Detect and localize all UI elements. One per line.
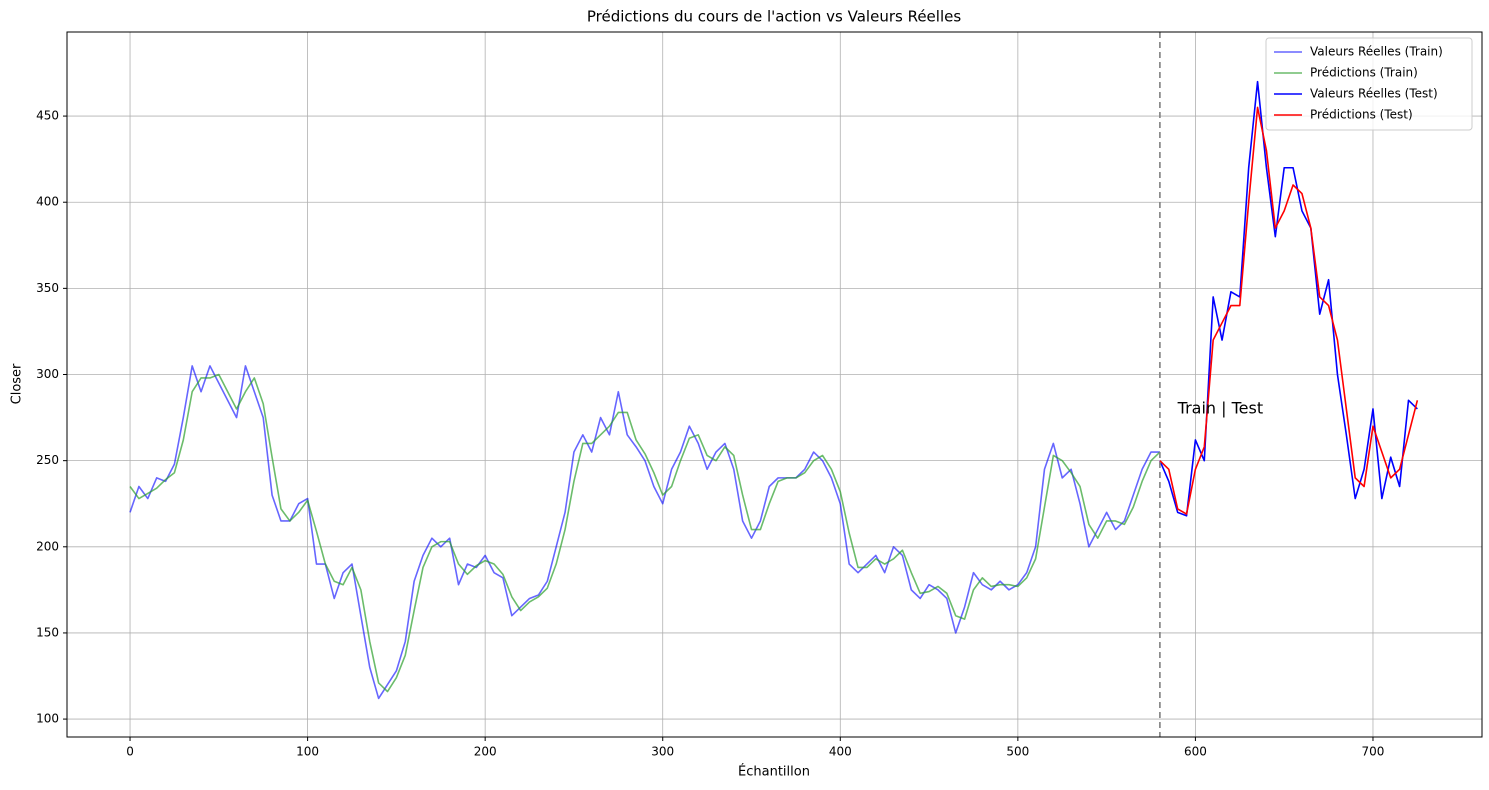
- legend-box: [1265, 37, 1473, 131]
- y-tick-label: 100: [36, 712, 59, 726]
- y-tick-label: 200: [36, 539, 59, 553]
- x-tick-label: 100: [296, 745, 319, 759]
- y-tick-label: 250: [36, 453, 59, 467]
- x-tick-label: 200: [474, 745, 497, 759]
- chart-title: Prédictions du cours de l'action vs Vale…: [587, 8, 961, 26]
- x-axis-label: Échantillon: [738, 764, 810, 780]
- y-tick-label: 300: [36, 367, 59, 381]
- x-tick-label: 0: [126, 745, 134, 759]
- y-tick-label: 150: [36, 625, 59, 639]
- y-axis-label: Closer: [10, 363, 25, 404]
- series-line: [129, 373, 1161, 693]
- series-line: [1159, 106, 1419, 515]
- x-tick-label: 600: [1184, 745, 1207, 759]
- annotation: Train | Test: [1177, 398, 1263, 417]
- series-line: [129, 365, 1160, 700]
- legend-label: Prédictions (Train): [1310, 66, 1418, 80]
- legend-label: Valeurs Réelles (Train): [1310, 45, 1443, 59]
- legend-label: Valeurs Réelles (Test): [1310, 87, 1438, 101]
- x-tick-label: 300: [651, 745, 674, 759]
- y-tick-label: 350: [36, 281, 59, 295]
- plot-frame: [66, 31, 1483, 738]
- x-tick-label: 700: [1362, 745, 1385, 759]
- x-tick-label: 400: [829, 745, 852, 759]
- y-tick-label: 450: [36, 109, 59, 123]
- series-line: [1159, 80, 1418, 517]
- legend: Valeurs Réelles (Train) Prédictions (Trai…: [1265, 37, 1473, 131]
- legend-label: Prédictions (Test): [1310, 108, 1413, 122]
- y-tick-label: 400: [36, 195, 59, 209]
- x-tick-label: 500: [1006, 745, 1029, 759]
